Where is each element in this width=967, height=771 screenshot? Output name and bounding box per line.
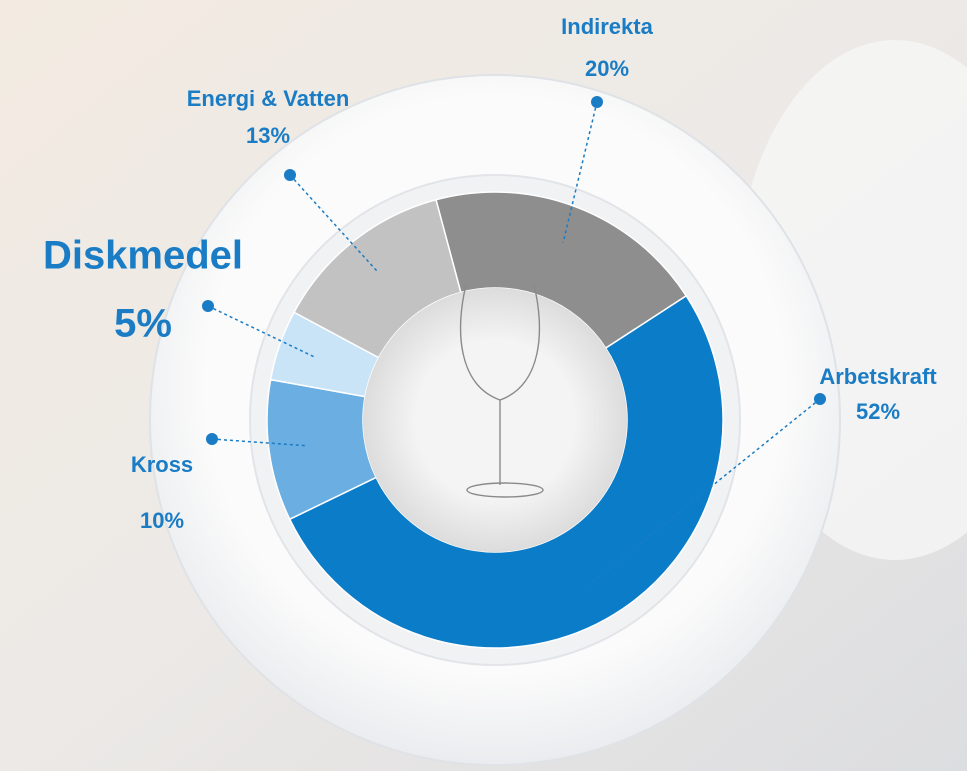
chart: Indirekta 20% Arbetskraft 52% Kross 10% Diskme… — [0, 0, 967, 771]
category-label: Diskmedel — [43, 234, 243, 278]
value-label: 20% — [585, 56, 629, 81]
value-label: 13% — [246, 123, 290, 148]
category-label: Arbetskraft — [819, 364, 937, 389]
leader-dot — [284, 169, 296, 181]
value-label: 10% — [140, 508, 184, 533]
leader-dot — [206, 433, 218, 445]
donut-center — [363, 288, 627, 552]
category-label: Indirekta — [561, 14, 653, 39]
leader-dot — [814, 393, 826, 405]
leader-dot — [591, 96, 603, 108]
value-label: 52% — [856, 399, 900, 424]
category-label: Kross — [131, 452, 193, 477]
leader-dot — [202, 300, 214, 312]
value-label: 5% — [114, 302, 172, 346]
category-label: Energi & Vatten — [187, 86, 350, 111]
